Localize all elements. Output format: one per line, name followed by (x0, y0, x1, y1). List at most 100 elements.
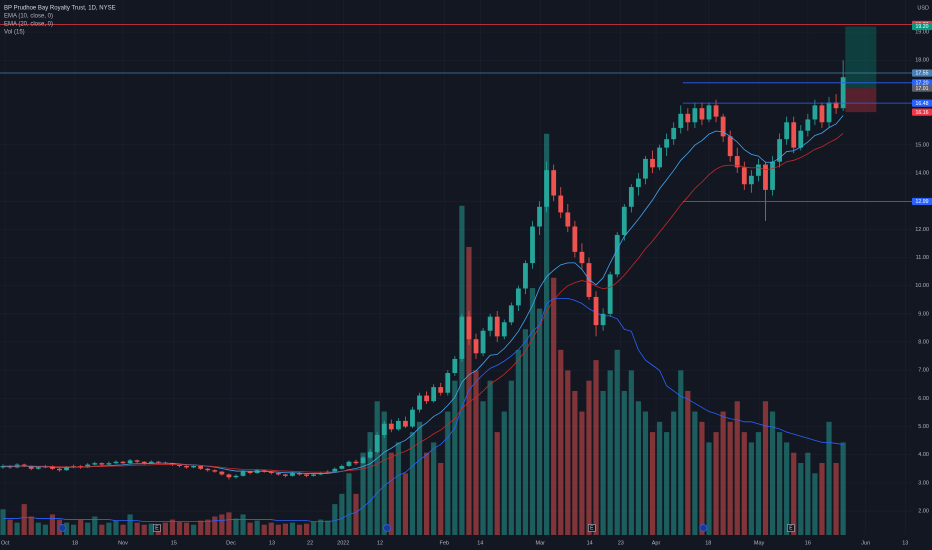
candle-body (621, 206, 627, 235)
volume-bar (233, 518, 239, 535)
candle-body (403, 420, 408, 427)
ema-line (3, 115, 844, 474)
volume-bar (706, 442, 712, 535)
candle-body (628, 187, 634, 207)
volume-bar (240, 514, 246, 535)
candle-body (544, 170, 550, 207)
candle-body (452, 358, 458, 374)
candle-body (636, 178, 641, 188)
volume-bar (515, 349, 521, 535)
candle-body (353, 461, 359, 464)
volume-bar (367, 432, 373, 535)
volume-bar (558, 349, 564, 535)
volume-bar (282, 523, 288, 535)
candle-body (664, 139, 670, 148)
price-label: 12.99 (916, 199, 929, 205)
candle-body (445, 373, 451, 393)
volume-bar (840, 442, 846, 535)
volume-bar (713, 432, 719, 535)
volume-bar (600, 390, 606, 535)
candle-body (219, 471, 225, 475)
x-tick-label: 13 (902, 540, 908, 546)
y-tick-label: 6.00 (918, 396, 929, 402)
price-label: 19.20 (916, 24, 929, 30)
position-stop-zone (845, 88, 877, 113)
axes: 2.00 3.00 4.00 5.00 6.00 7.00 8.00 9.00 10.00 11.… (1, 20, 932, 546)
candle-body (480, 330, 486, 354)
candle-body (205, 468, 211, 471)
volume-bar (35, 522, 41, 535)
earnings-label: E (590, 526, 594, 532)
y-tick-label: 19.00 (915, 30, 929, 36)
volume-bar (78, 519, 84, 535)
volume-bar (544, 133, 550, 535)
candle-body (177, 464, 182, 466)
candle-body (515, 288, 521, 306)
y-tick-label: 9.00 (918, 311, 929, 317)
candle-body (247, 471, 253, 474)
volume-bar (141, 524, 147, 535)
x-tick-label: Nov (118, 540, 128, 546)
price-label: 17.20 (916, 81, 929, 87)
x-tick-label: 15 (171, 540, 177, 546)
x-tick-label: 23 (618, 540, 624, 546)
candle-body (650, 158, 655, 168)
candle-body (579, 251, 585, 264)
x-tick-label: 14 (477, 540, 483, 546)
candle-body (99, 463, 105, 465)
candle-body (466, 316, 472, 340)
candle-body (184, 465, 189, 468)
price-label-box (912, 108, 932, 116)
candle-body (431, 387, 437, 402)
volume-bar (63, 522, 70, 535)
dividend-marker (699, 524, 708, 532)
volume-bar (92, 516, 98, 535)
price-label: 16.16 (916, 110, 929, 116)
dividend-marker (383, 524, 391, 532)
volume-bar (99, 524, 105, 535)
x-tick-label: 22 (307, 540, 313, 546)
volume-bar (819, 462, 825, 535)
candle-body (311, 474, 317, 476)
candle-body (494, 316, 500, 337)
candle-body (671, 127, 677, 140)
candle-body (812, 105, 818, 120)
y-tick-label: 12.00 (915, 227, 929, 233)
volume-bar (71, 524, 77, 535)
chart-title: BP Prudhoe Bay Royalty Trust, 1D, NYSE (4, 6, 116, 12)
y-tick-label: 2.00 (918, 509, 929, 515)
candle-body (770, 161, 775, 190)
volume-bar (501, 411, 507, 535)
x-tick-label: 2022 (337, 540, 349, 546)
volume-bar (183, 522, 190, 535)
candle-body (713, 105, 719, 117)
volume-bar (49, 514, 56, 535)
x-tick-label: Feb (440, 540, 449, 546)
volume-bar (325, 520, 331, 535)
x-tick-label: Dec (226, 540, 236, 546)
candle-body (657, 147, 662, 168)
volume-bar (487, 380, 493, 535)
ema-line (3, 132, 844, 473)
candle-body (685, 113, 691, 123)
candle-body (586, 263, 592, 297)
earnings-marker (153, 524, 161, 532)
x-tick-label: 13 (269, 540, 275, 546)
earnings-marker (787, 524, 795, 532)
y-tick-label: 4.00 (918, 452, 929, 458)
y-tick-label: 5.00 (918, 424, 929, 430)
volume-bar (565, 370, 571, 535)
candle-body (501, 322, 507, 337)
candle-body (21, 464, 27, 466)
volume-bar (649, 432, 656, 535)
volume-bar (212, 516, 218, 535)
volume-bar (247, 522, 253, 535)
candle-body (346, 461, 352, 466)
volume-bar (748, 442, 754, 535)
candle-body (777, 139, 782, 162)
volume-bar (148, 523, 154, 535)
candle-body (678, 113, 684, 128)
candle-body (198, 465, 204, 469)
volume-bar (85, 522, 91, 535)
candle-body (148, 461, 154, 464)
